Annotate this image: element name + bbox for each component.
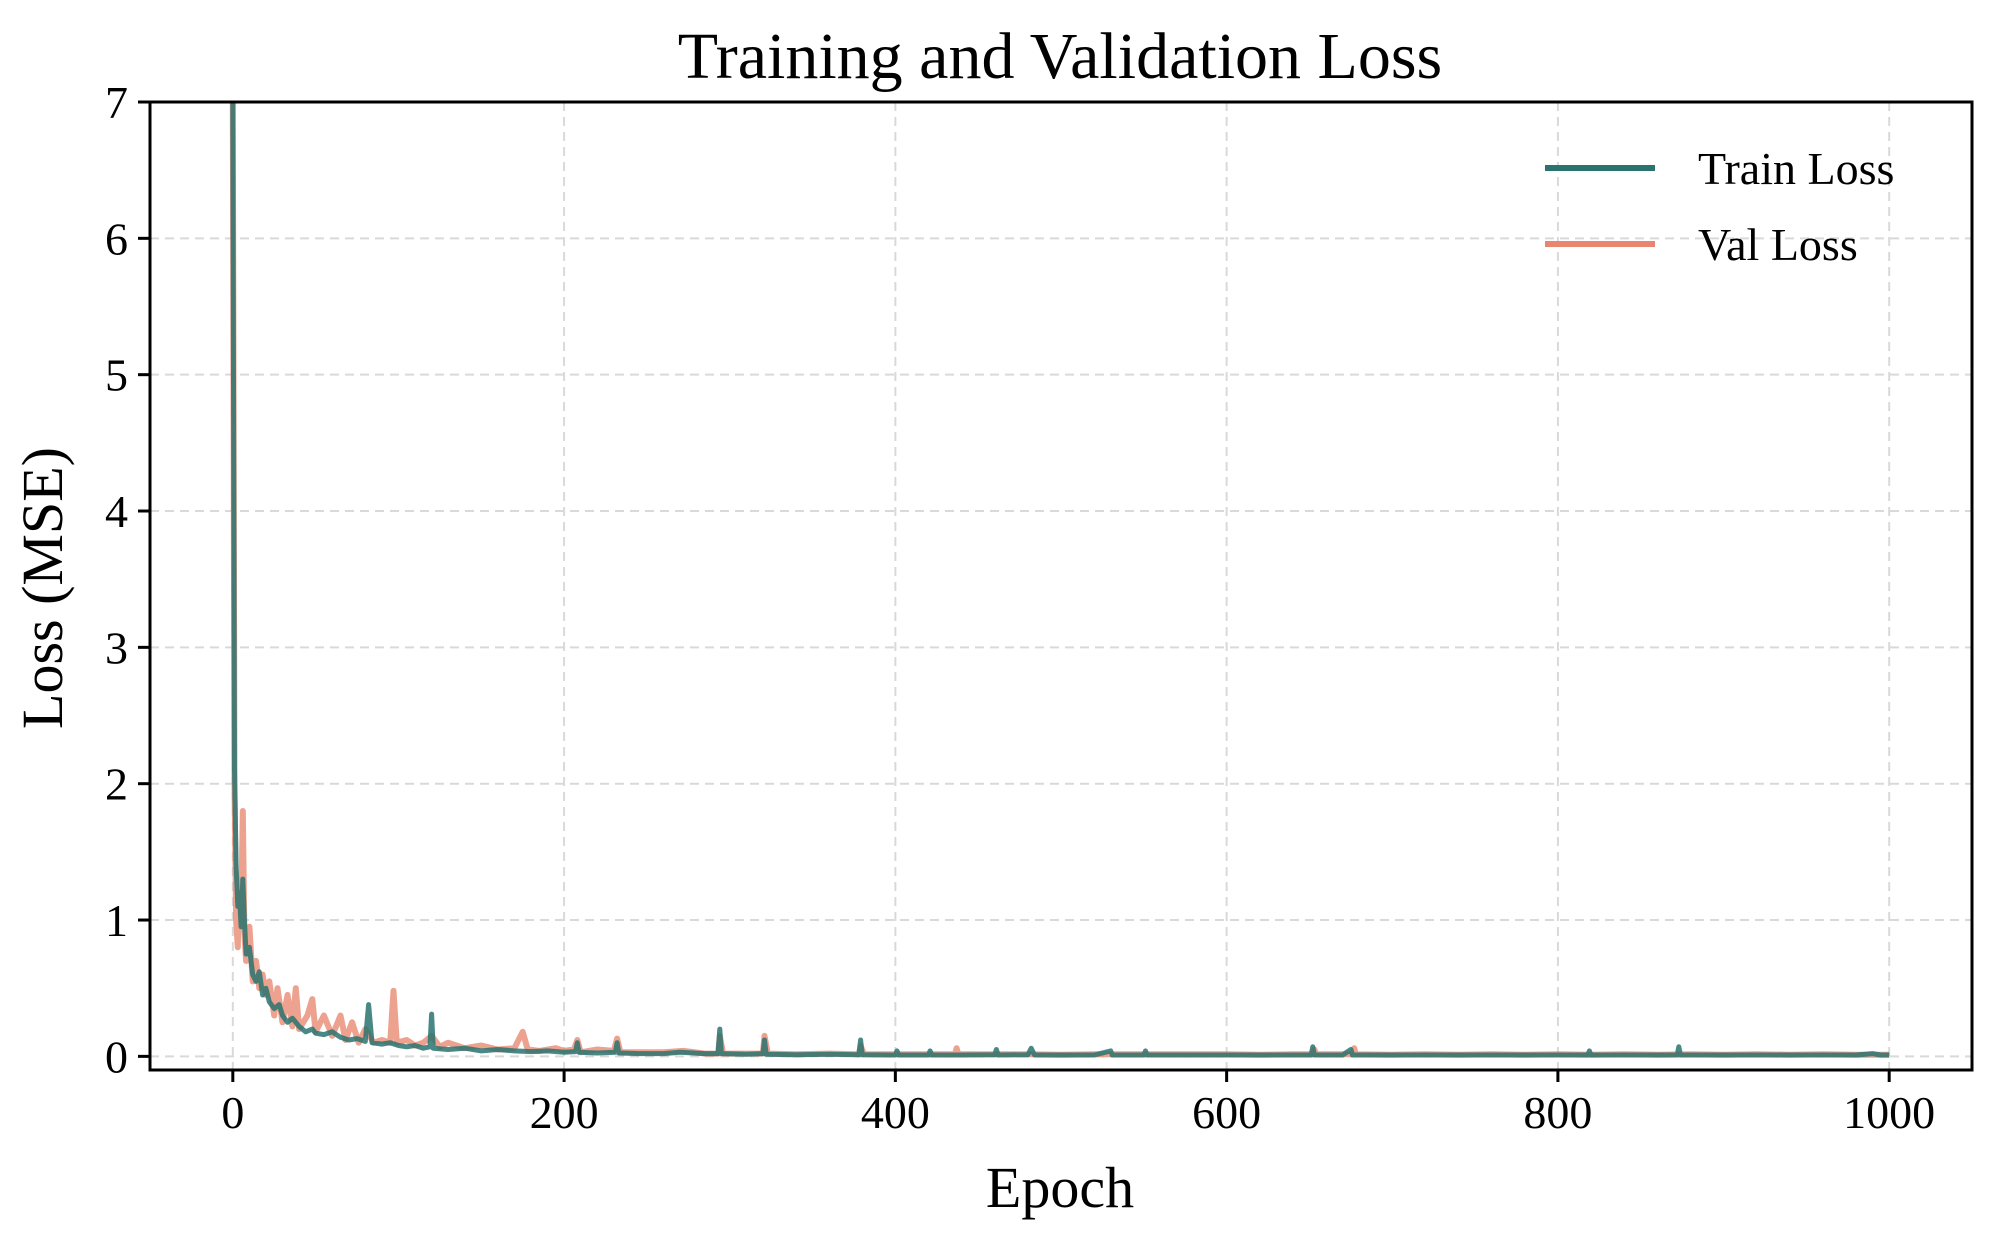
legend: Train Loss Val Loss (1545, 143, 1894, 270)
legend-label-train-loss: Train Loss (1698, 143, 1894, 194)
x-tick-label: 200 (530, 1087, 599, 1138)
y-tick-label: 1 (105, 895, 128, 946)
y-axis-label: Loss (MSE) (10, 447, 75, 729)
chart-title: Training and Validation Loss (678, 20, 1443, 93)
y-tick-label: 5 (105, 350, 128, 401)
y-tick-label: 6 (105, 213, 128, 264)
x-tick-label: 600 (1192, 1087, 1261, 1138)
y-tick-label: 2 (105, 759, 128, 810)
y-axis-ticks: 0 1 2 3 4 5 6 7 (105, 77, 150, 1082)
y-tick-label: 4 (105, 486, 128, 537)
x-axis-ticks: 0 200 400 600 800 1000 (221, 1070, 1935, 1138)
y-tick-label: 7 (105, 77, 128, 128)
x-tick-label: 0 (221, 1087, 244, 1138)
legend-label-val-loss: Val Loss (1698, 219, 1858, 270)
plot-frame (148, 100, 1974, 1072)
x-tick-label: 400 (861, 1087, 930, 1138)
y-tick-label: 0 (105, 1031, 128, 1082)
series-line-train-loss (230, 102, 1890, 1058)
series-lines (229, 102, 1890, 1058)
x-axis-label: Epoch (986, 1155, 1134, 1220)
y-tick-label: 3 (105, 622, 128, 673)
x-tick-label: 800 (1523, 1087, 1592, 1138)
x-tick-label: 1000 (1843, 1087, 1935, 1138)
